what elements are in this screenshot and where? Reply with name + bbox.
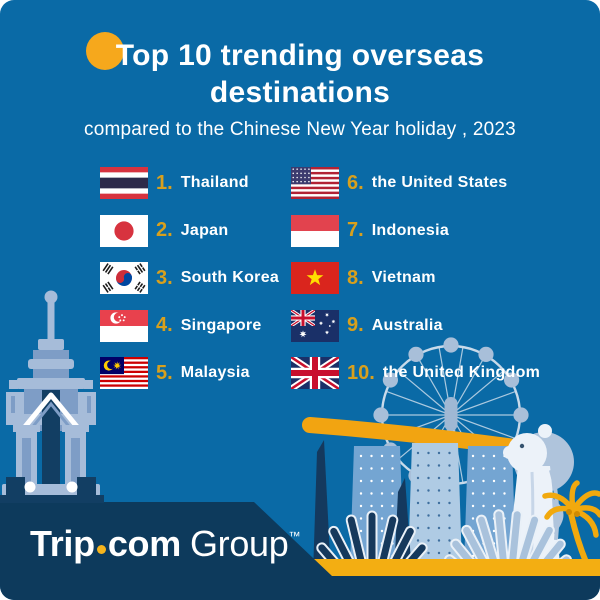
vietnam-flag-icon bbox=[291, 262, 339, 294]
destination-name: Indonesia bbox=[371, 221, 450, 239]
destination-list-left: 1. Thailand 2. Japan 3. South Korea 4. Singapor… bbox=[100, 167, 279, 405]
indonesia-flag-icon bbox=[291, 214, 339, 247]
destination-row: 2. Japan bbox=[100, 214, 279, 247]
title-line-1: Top 10 trending overseas bbox=[115, 39, 485, 72]
rank-label: 2. bbox=[156, 219, 173, 241]
destination-name: Japan bbox=[180, 221, 229, 239]
logo-com-text: com bbox=[107, 523, 181, 564]
ground-bar bbox=[306, 559, 600, 576]
logo-trademark: ™ bbox=[288, 529, 301, 543]
page-title: Top 10 trending overseas destinations bbox=[0, 37, 600, 111]
spire-icon bbox=[313, 440, 331, 575]
logo-group-text: Group bbox=[189, 523, 289, 564]
temple-tower-icon bbox=[0, 290, 104, 503]
destination-name: South Korea bbox=[180, 269, 280, 286]
destination-name: the United States bbox=[371, 174, 508, 191]
merlion-icon bbox=[503, 424, 574, 563]
rank-label: 10. bbox=[347, 361, 375, 384]
title-line-2: destinations bbox=[209, 76, 391, 109]
logo-trip-text: Trip bbox=[30, 523, 95, 564]
destination-row: 6. the United States bbox=[291, 167, 540, 199]
destination-name: Malaysia bbox=[180, 364, 250, 381]
rank-label: 4. bbox=[156, 314, 173, 336]
rank-label: 5. bbox=[156, 361, 173, 384]
rank-label: 8. bbox=[347, 266, 364, 289]
destination-row: 10. the United Kingdom bbox=[291, 357, 540, 389]
thailand-flag-icon bbox=[100, 167, 148, 199]
australia-flag-icon bbox=[291, 309, 339, 342]
title-accent-circle bbox=[86, 32, 124, 70]
destination-row: 9. Australia bbox=[291, 309, 540, 342]
destination-name: the United Kingdom bbox=[382, 364, 541, 381]
malaysia-flag-icon bbox=[100, 357, 148, 389]
destination-list-right: 6. the United States 7. Indonesia 8. Vietnam 9… bbox=[291, 167, 540, 405]
destination-row: 3. South Korea bbox=[100, 262, 279, 294]
destination-row: 4. Singapore bbox=[100, 309, 279, 342]
destination-name: Singapore bbox=[180, 316, 262, 334]
japan-flag-icon bbox=[100, 214, 148, 247]
the-united-kingdom-flag-icon bbox=[291, 357, 339, 389]
destination-row: 5. Malaysia bbox=[100, 357, 279, 389]
artscience-museum-icon bbox=[311, 509, 574, 600]
rank-label: 1. bbox=[156, 171, 173, 194]
rank-label: 6. bbox=[347, 171, 364, 194]
destination-name: Thailand bbox=[180, 174, 249, 191]
destination-row: 8. Vietnam bbox=[291, 262, 540, 294]
destination-row: 1. Thailand bbox=[100, 167, 279, 199]
spire-icon bbox=[394, 478, 412, 575]
destination-name: Vietnam bbox=[371, 269, 436, 286]
palm-tree-icon bbox=[542, 480, 600, 565]
south-korea-flag-icon bbox=[100, 262, 148, 294]
rank-label: 9. bbox=[347, 314, 364, 336]
singapore-flag-icon bbox=[100, 309, 148, 342]
the-united-states-flag-icon bbox=[291, 167, 339, 199]
subtitle: compared to the Chinese New Year holiday… bbox=[84, 119, 516, 140]
rank-label: 7. bbox=[347, 219, 364, 241]
destination-name: Australia bbox=[371, 316, 443, 334]
marina-bay-sands-skypark-icon bbox=[302, 417, 544, 458]
marina-bay-sands-towers-icon bbox=[313, 440, 516, 575]
logo-dot-icon bbox=[96, 545, 106, 554]
rank-label: 3. bbox=[156, 266, 173, 289]
tripcom-group-logo: Trip com Group™ bbox=[30, 523, 300, 565]
destination-row: 7. Indonesia bbox=[291, 214, 540, 247]
